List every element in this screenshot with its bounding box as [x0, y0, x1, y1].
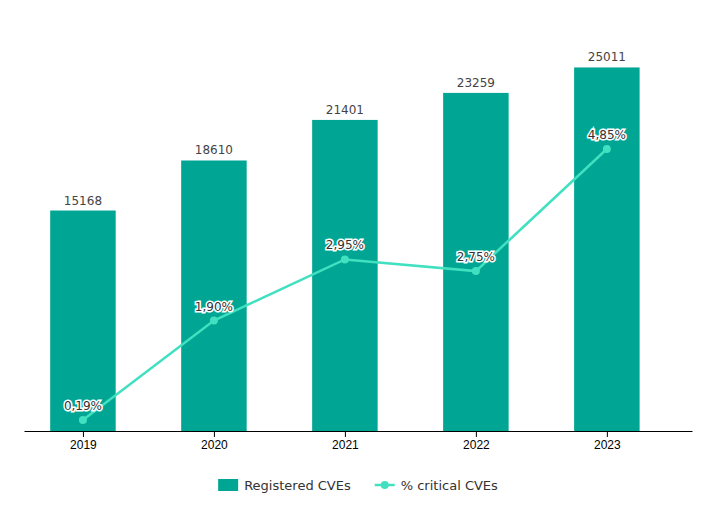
bar-label: 18610	[195, 143, 233, 157]
legend: Registered CVEs % critical CVEs	[218, 478, 498, 493]
x-tick: 2019	[70, 431, 97, 452]
x-tick: 2020	[201, 431, 228, 452]
bar-series	[50, 67, 639, 431]
legend-marker	[381, 481, 389, 489]
x-tick-label: 2019	[70, 438, 97, 452]
x-tick: 2023	[594, 431, 621, 452]
x-axis: 2019 2020 2021 2022 2023	[25, 431, 693, 452]
x-tick-label: 2022	[463, 438, 490, 452]
line	[83, 149, 607, 420]
marker	[79, 416, 87, 424]
chart: 15168 18610 21401 23259 25011 0,19% 1,90% 2,95%…	[0, 0, 716, 509]
legend-item: Registered CVEs	[218, 478, 351, 493]
x-tick-label: 2023	[594, 438, 621, 452]
marker	[603, 145, 611, 153]
plot-area	[50, 67, 639, 431]
x-tick-mark	[83, 431, 84, 437]
x-tick: 2022	[463, 431, 490, 452]
marker	[210, 317, 218, 325]
bar	[181, 160, 246, 431]
bar	[443, 93, 508, 431]
bar	[50, 211, 115, 431]
legend-label: % critical CVEs	[401, 478, 498, 493]
line-label: 4,85%	[588, 128, 626, 142]
bar	[312, 120, 377, 431]
bar-label: 25011	[588, 50, 626, 64]
x-tick-mark	[214, 431, 215, 437]
x-tick-mark	[476, 431, 477, 437]
bar-label: 21401	[326, 103, 364, 117]
x-tick-mark	[607, 431, 608, 437]
bar	[574, 67, 639, 431]
legend-label: Registered CVEs	[244, 478, 351, 493]
markers	[79, 145, 611, 424]
x-tick-label: 2021	[332, 438, 359, 452]
x-axis-line	[25, 431, 693, 432]
line-label: 1,90%	[195, 300, 233, 314]
line-label: 2,75%	[457, 250, 495, 264]
marker	[472, 267, 480, 275]
bar-label: 15168	[64, 194, 102, 208]
bar-label: 23259	[457, 76, 495, 90]
x-tick-mark	[345, 431, 346, 437]
marker	[341, 255, 349, 263]
line-label: 2,95%	[326, 238, 364, 252]
legend-item: % critical CVEs	[375, 478, 498, 493]
legend-swatch	[218, 479, 238, 491]
data-labels: 15168 18610 21401 23259 25011 0,19% 1,90% 2,95%…	[64, 50, 626, 413]
x-tick-label: 2020	[201, 438, 228, 452]
line-label: 0,19%	[64, 399, 102, 413]
x-tick: 2021	[332, 431, 359, 452]
